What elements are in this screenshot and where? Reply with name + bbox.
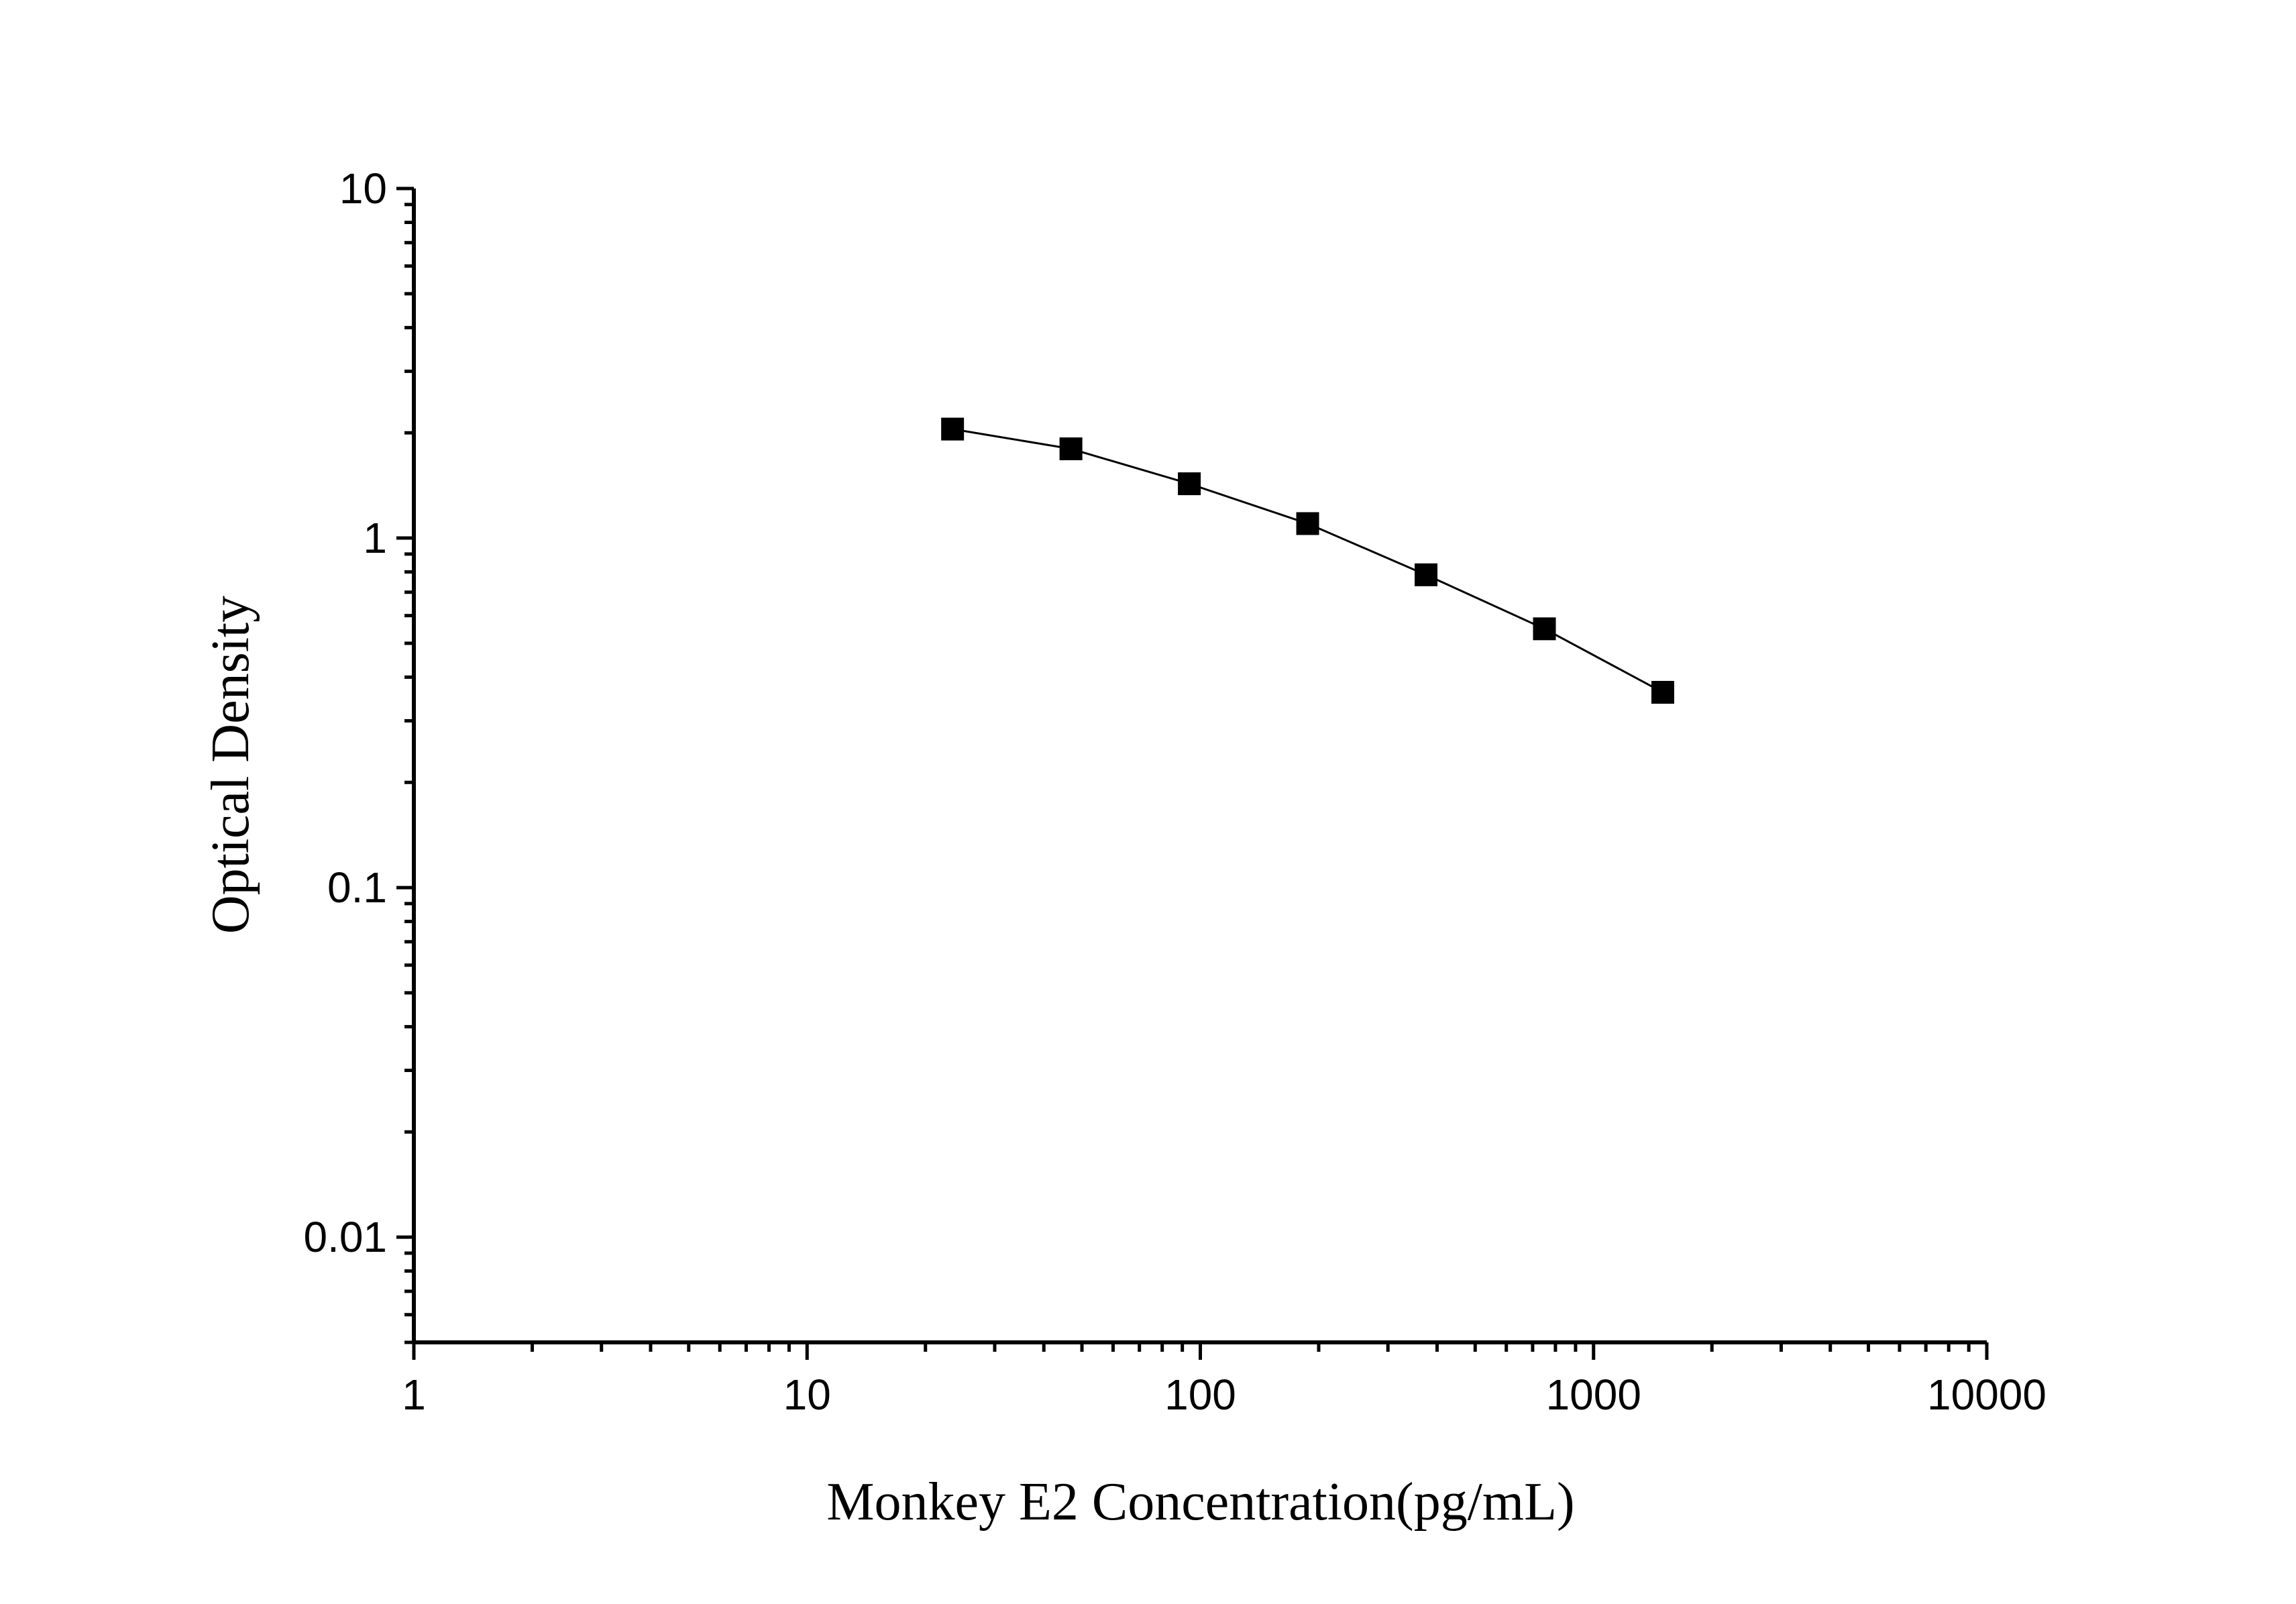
data-point [1178, 472, 1201, 496]
y-tick-label: 10 [339, 164, 387, 213]
data-point [941, 417, 965, 441]
y-tick-label: 0.1 [327, 863, 387, 912]
data-point [1296, 512, 1319, 535]
data-point [1059, 437, 1083, 461]
x-axis-title: Monkey E2 Concentration(pg/mL) [826, 1473, 1574, 1532]
x-tick-label: 1000 [1546, 1371, 1641, 1419]
y-axis-title: Optical Density [201, 596, 260, 934]
data-point [1651, 680, 1674, 704]
data-marks [941, 417, 1674, 704]
y-tick-label: 0.01 [303, 1213, 387, 1261]
series-line [952, 428, 1663, 694]
data-point [1415, 563, 1438, 586]
x-tick-label: 1 [402, 1371, 426, 1419]
x-tick-label: 10000 [1927, 1371, 2046, 1419]
data-point [1533, 617, 1556, 641]
axes: 1 10 100 1000 10000 0.01 0.1 1 10 [303, 164, 2046, 1419]
y-tick-label: 1 [363, 514, 387, 562]
x-tick-label: 100 [1164, 1371, 1236, 1419]
x-tick-label: 10 [783, 1371, 831, 1419]
